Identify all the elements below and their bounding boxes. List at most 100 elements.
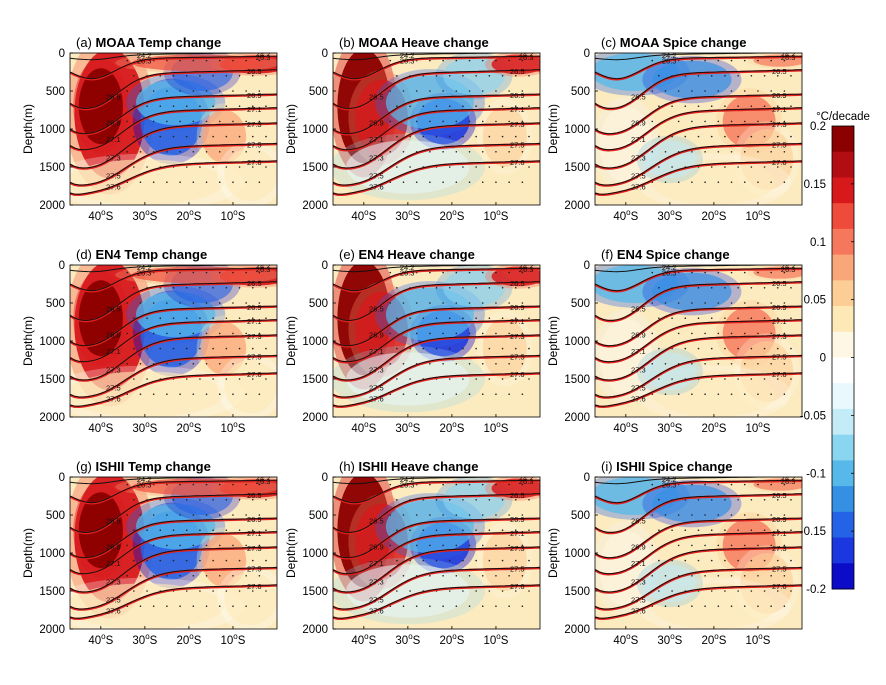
stipple-dot: [409, 317, 411, 320]
stipple-dot: [415, 90, 418, 92]
stipple-dot: [442, 302, 444, 304]
y-tick-label: 500: [571, 298, 590, 310]
stipple-dot: [658, 347, 660, 350]
y-axis-label: Depth(m): [21, 316, 35, 366]
anomaly-core: [599, 106, 653, 183]
stipple-dot: [462, 378, 464, 380]
isopycnal-label: 26.5: [106, 517, 121, 526]
isopycnal-label: 27.6: [631, 606, 646, 615]
isopycnal-red-26.3: [333, 55, 540, 81]
stipple-dot: [710, 287, 713, 289]
stipple-dot: [126, 363, 129, 365]
isopycnal-black-27.3: [595, 122, 802, 169]
stipple-dot: [139, 514, 142, 516]
x-tick-label: 20oS: [701, 632, 726, 647]
stipple-dot: [737, 287, 739, 289]
stipple-dot: [442, 332, 444, 335]
stipple-dot: [691, 302, 693, 304]
stipple-dot: [495, 544, 497, 547]
isopycnal-label: 27.5: [631, 596, 646, 605]
isopycnal-label: 24.2: [137, 51, 152, 60]
isopycnal-label: 27.5: [369, 172, 384, 181]
stipple-dot: [238, 347, 241, 350]
isopycnal-red-26.3: [595, 55, 802, 81]
stipple-dot: [750, 499, 753, 501]
stipple-dot: [790, 135, 792, 138]
isopycnal-label: 26.9: [772, 515, 787, 524]
isopycnal-red-26.5: [70, 281, 277, 323]
stipple-dot: [501, 378, 504, 380]
stipple-dot: [455, 332, 458, 335]
stipple-dot: [724, 105, 726, 107]
stipple-dot: [133, 135, 135, 138]
x-tick-label: 10oS: [745, 632, 770, 647]
isopycnal-label: 26.5: [772, 67, 787, 76]
isopycnal-label: 27.1: [631, 135, 646, 144]
stipple-dot: [396, 287, 398, 289]
stipple-dot: [396, 75, 398, 77]
isopycnal-red-27.1: [333, 319, 540, 364]
stipple-dot: [232, 575, 234, 577]
stipple-dot: [704, 575, 706, 577]
stipple-dot: [462, 75, 464, 77]
isopycnal-black-24.2: [595, 53, 802, 61]
stipple-dot: [238, 499, 241, 501]
isopycnal-label: 27.1: [510, 317, 525, 326]
stipple-dot: [258, 483, 261, 486]
stipple-dot: [251, 590, 254, 592]
stipple-dot: [763, 135, 766, 138]
stipple-dot: [737, 166, 739, 168]
stipple-dot: [790, 166, 792, 168]
stipple-dot: [671, 166, 673, 168]
heatmap-field: 24.2 24.226.3 26.326.526.526.926.927.127.1…: [595, 477, 802, 629]
isopycnal-label: 26.9: [106, 331, 121, 340]
stipple-dot: [737, 529, 739, 531]
stipple-dot: [770, 59, 772, 62]
stipple-dot: [126, 59, 129, 62]
stipple-dot: [429, 271, 431, 274]
isopycnal-black-26.9: [333, 93, 540, 135]
x-tick-label: 20oS: [176, 208, 201, 223]
isopycnal-black-27.3: [595, 546, 802, 593]
stipple-dot: [232, 514, 234, 516]
stipple-dot: [448, 287, 451, 289]
y-tick-label: 1000: [302, 336, 328, 348]
stipple-dot: [448, 75, 451, 77]
stipple-dot: [495, 363, 497, 365]
stipple-dot: [435, 499, 438, 501]
isopycnal-label: 27.6: [106, 182, 121, 191]
y-tick-label: 0: [584, 472, 590, 484]
isopycnal-label: 26.9: [772, 303, 787, 312]
stipple-dot: [717, 363, 720, 365]
colorbar-tick-label: 0.05: [804, 295, 826, 307]
isopycnal-red-26.3: [70, 479, 277, 505]
stipple-dot: [185, 378, 188, 380]
stipple-dot: [790, 559, 792, 562]
stipple-dot: [743, 514, 746, 516]
stipple-dot: [750, 287, 753, 289]
stipple-dot: [697, 559, 700, 562]
isopycnal-black-24.2: [333, 265, 540, 273]
stipple-dot: [422, 105, 425, 107]
x-tick-label: 30oS: [395, 420, 420, 435]
isopycnal-black-26.5: [333, 281, 540, 321]
stipple-dot: [126, 271, 129, 274]
stipple-dot: [172, 499, 175, 501]
stipple-dot: [218, 363, 221, 365]
stipple-dot: [251, 105, 254, 107]
isopycnal-label: 24.2: [781, 49, 796, 58]
stipple-dot: [258, 514, 261, 516]
stipple-dot: [475, 559, 477, 562]
isopycnal-red-27.1: [595, 107, 802, 152]
stipple-dot: [481, 59, 484, 62]
stipple-dot: [192, 544, 195, 547]
y-tick-label: 1000: [302, 124, 328, 136]
isopycnal-label: 27.1: [631, 559, 646, 568]
stipple-dot: [776, 105, 779, 107]
panel-title: (h) ISHII Heave change: [339, 459, 478, 474]
stipple-dot: [455, 181, 458, 183]
x-tick-label: 30oS: [657, 420, 682, 435]
isopycnal-label: 27.1: [247, 529, 262, 538]
isopycnal-label: 27.5: [772, 141, 787, 150]
stipple-dot: [212, 590, 214, 592]
